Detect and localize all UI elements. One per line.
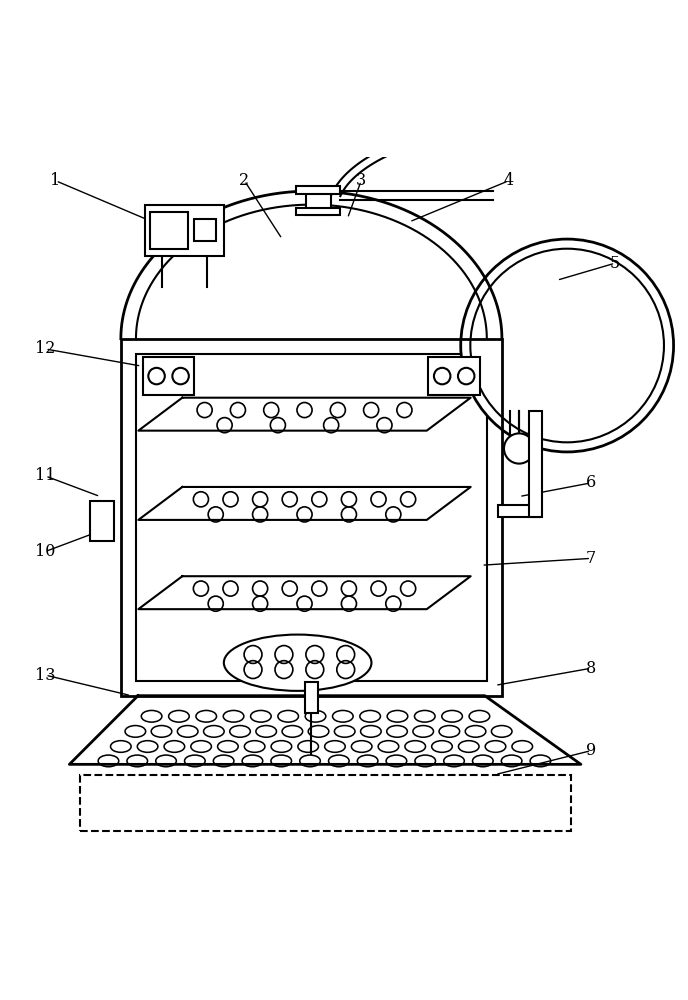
Bar [297, 186, 341, 194]
Bar [194, 219, 216, 241]
Text: 2: 2 [239, 172, 250, 189]
Bar [297, 208, 341, 215]
Text: 13: 13 [35, 667, 56, 684]
Bar [80, 775, 570, 831]
Bar [499, 505, 539, 517]
Bar [145, 205, 224, 256]
Text: 6: 6 [586, 474, 596, 491]
Circle shape [504, 433, 534, 464]
Bar [529, 411, 541, 517]
Circle shape [461, 239, 674, 452]
Bar [306, 188, 331, 215]
Bar [90, 501, 114, 541]
Text: 10: 10 [35, 543, 56, 560]
Text: 8: 8 [586, 660, 596, 677]
Text: 7: 7 [586, 550, 596, 567]
Text: 5: 5 [610, 255, 621, 272]
Bar [136, 354, 487, 681]
Text: 4: 4 [504, 172, 514, 189]
Text: 9: 9 [586, 742, 596, 759]
Text: 12: 12 [35, 340, 56, 357]
Bar [143, 357, 194, 395]
Text: 3: 3 [356, 172, 366, 189]
Bar [151, 212, 188, 249]
Bar [429, 357, 480, 395]
Bar [305, 682, 319, 713]
Text: 1: 1 [50, 172, 61, 189]
Bar [121, 339, 502, 696]
Text: 11: 11 [35, 467, 56, 484]
Ellipse shape [224, 635, 372, 691]
